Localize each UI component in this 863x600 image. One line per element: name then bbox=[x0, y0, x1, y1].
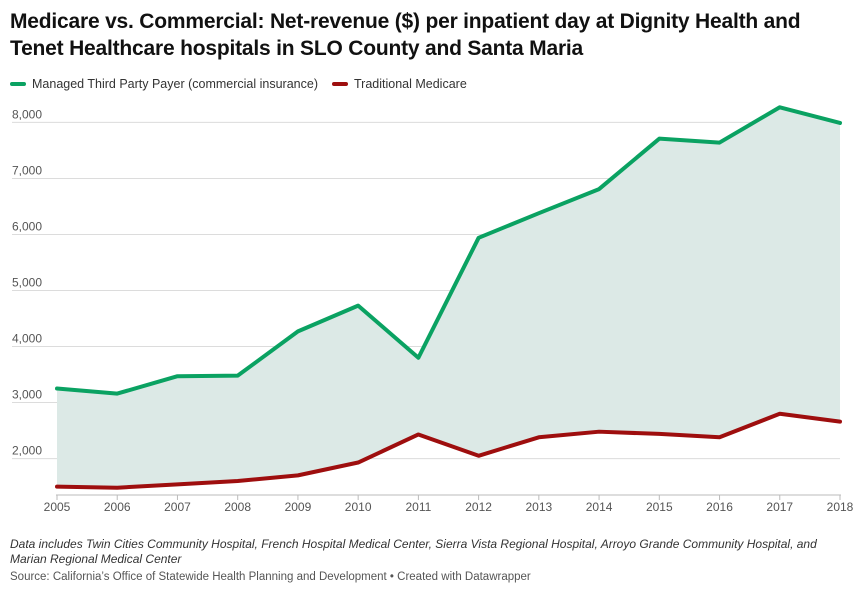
legend-item-medicare: Traditional Medicare bbox=[332, 77, 467, 91]
legend-swatch-commercial bbox=[10, 82, 26, 86]
y-tick-label: 4,000 bbox=[12, 332, 42, 346]
x-tick-label: 2010 bbox=[345, 500, 372, 514]
x-tick-label: 2014 bbox=[586, 500, 613, 514]
x-tick-label: 2007 bbox=[164, 500, 191, 514]
legend-label-medicare: Traditional Medicare bbox=[354, 77, 467, 91]
x-tick-label: 2013 bbox=[525, 500, 552, 514]
x-tick-label: 2015 bbox=[646, 500, 673, 514]
legend-label-commercial: Managed Third Party Payer (commercial in… bbox=[32, 77, 318, 91]
x-tick-label: 2011 bbox=[405, 500, 431, 514]
legend-item-commercial: Managed Third Party Payer (commercial in… bbox=[10, 77, 318, 91]
series-line-commercial bbox=[55, 105, 842, 396]
x-tick-label: 2005 bbox=[44, 500, 71, 514]
y-tick-label: 8,000 bbox=[12, 107, 42, 121]
series-line-medicare bbox=[55, 411, 842, 490]
legend: Managed Third Party Payer (commercial in… bbox=[10, 77, 481, 91]
y-tick-label: 6,000 bbox=[12, 219, 42, 233]
y-tick-label: 5,000 bbox=[12, 275, 42, 289]
y-tick-label: 3,000 bbox=[12, 388, 42, 402]
x-tick-label: 2008 bbox=[224, 500, 251, 514]
chart-source: Source: California’s Office of Statewide… bbox=[10, 571, 531, 583]
x-tick-label: 2009 bbox=[285, 500, 312, 514]
chart-title: Medicare vs. Commercial: Net-revenue ($)… bbox=[10, 10, 801, 60]
x-tick-label: 2012 bbox=[465, 500, 492, 514]
range-area bbox=[57, 107, 840, 488]
line-chart: 2,000 3,000 4,000 5,000 6,000 7,000 8,000 2005 2… bbox=[12, 105, 854, 514]
x-tick-label: 2017 bbox=[766, 500, 793, 514]
y-tick-label: 7,000 bbox=[12, 163, 42, 177]
legend-swatch-medicare bbox=[332, 82, 348, 86]
chart-notes: Data includes Twin Cities Community Hosp… bbox=[10, 537, 817, 566]
x-tick-label: 2018 bbox=[827, 500, 854, 514]
x-tick-label: 2006 bbox=[104, 500, 131, 514]
y-tick-label: 2,000 bbox=[12, 444, 42, 458]
x-tick-label: 2016 bbox=[706, 500, 733, 514]
